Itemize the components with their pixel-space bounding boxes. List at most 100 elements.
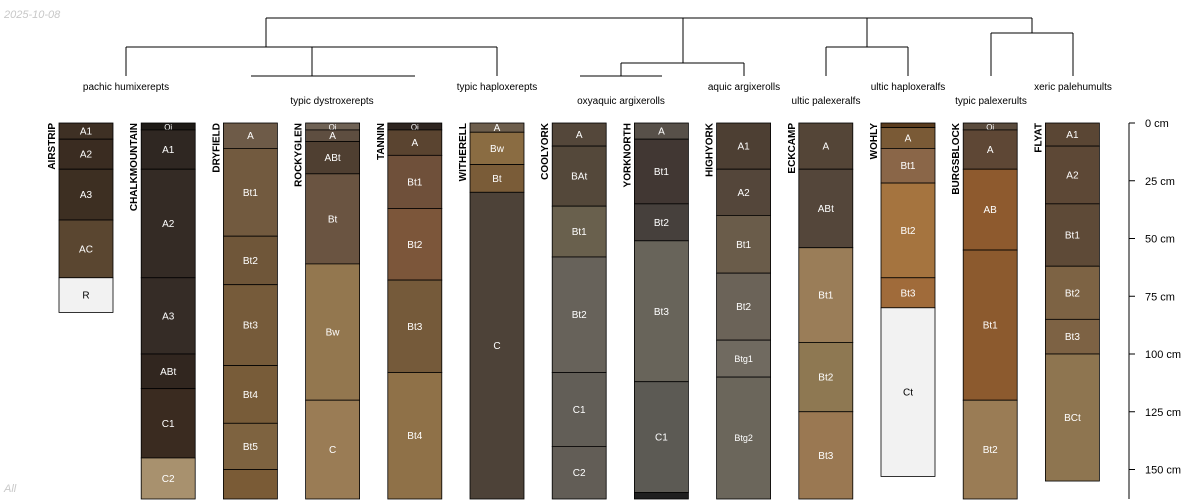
horizon-label: Oi bbox=[164, 123, 172, 132]
profile-name: WITHERELL bbox=[458, 123, 469, 181]
horizon-label: ABt bbox=[325, 153, 341, 164]
horizon-block bbox=[58, 219, 114, 279]
horizon-block bbox=[222, 422, 278, 470]
horizon-label: AC bbox=[79, 244, 93, 255]
taxon-label: typic palexerults bbox=[955, 96, 1027, 107]
horizon-label: A1 bbox=[1066, 130, 1079, 141]
horizon-block bbox=[387, 129, 443, 156]
horizon-label: A bbox=[987, 145, 994, 156]
horizon-label: Bt2 bbox=[572, 310, 587, 321]
horizon-block bbox=[634, 240, 689, 383]
horizon-label: Bt1 bbox=[654, 167, 669, 178]
horizon-block bbox=[140, 277, 196, 355]
soil-profile: A1 A2 Bt1 Bt2 Btg1 Btg2 HIGHYORK bbox=[705, 122, 771, 500]
taxon-label: oxyaquic argixerolls bbox=[577, 96, 665, 107]
horizon-label: C bbox=[329, 445, 336, 456]
horizon-block bbox=[305, 263, 361, 401]
horizon-label: C1 bbox=[162, 419, 175, 430]
horizon-label: Bt1 bbox=[818, 291, 833, 302]
horizon-label: R bbox=[82, 291, 89, 302]
horizon-block bbox=[140, 457, 196, 500]
profile-name: CHALKMOUNTAIN bbox=[129, 123, 140, 211]
horizon-block bbox=[387, 208, 443, 281]
horizon-block bbox=[1045, 265, 1100, 320]
horizon-label: Bt2 bbox=[407, 240, 422, 251]
horizon-label: Oi bbox=[411, 123, 419, 132]
horizon-label: Bt3 bbox=[818, 451, 833, 462]
horizon-label: Bt4 bbox=[407, 431, 422, 442]
profile-name: DRYFIELD bbox=[211, 123, 222, 173]
soil-profile: A BAt Bt1 Bt2 C1 C2 COOLYORK bbox=[540, 122, 607, 500]
horizon-block bbox=[222, 469, 278, 500]
taxon-label: pachic humixerepts bbox=[83, 82, 169, 93]
horizon-label: Bt2 bbox=[983, 445, 998, 456]
horizon-label: Bt2 bbox=[1065, 288, 1080, 299]
horizon-block bbox=[798, 122, 854, 170]
horizon-label: Bt2 bbox=[654, 218, 669, 229]
taxon-label: ultic palexeralfs bbox=[792, 96, 861, 107]
soil-profile: Oi A Bt1 Bt2 Bt3 Bt4 TANNIN bbox=[376, 122, 443, 500]
taxon-label: aquic argixerolls bbox=[708, 82, 780, 93]
soil-profile: Oi A1 A2 A3 ABt C1 C2 CHALKMOUNTAIN bbox=[129, 122, 196, 500]
soil-profile: A Bt1 Bt2 Bt3 Bt4 Bt5 DRYFIELD bbox=[211, 122, 278, 500]
horizon-label: Bt3 bbox=[654, 307, 669, 318]
horizon-label: Oi bbox=[329, 123, 337, 132]
depth-tick-label: 25 cm bbox=[1145, 176, 1175, 188]
horizon-label: A2 bbox=[737, 188, 750, 199]
horizon-label: Btg2 bbox=[734, 433, 753, 443]
horizon-block bbox=[222, 284, 278, 366]
horizon-block bbox=[962, 399, 1018, 500]
horizon-block bbox=[716, 272, 771, 341]
horizon-label: Bt3 bbox=[243, 321, 258, 332]
horizon-label: Bw bbox=[490, 144, 505, 155]
soil-profile: A Bt1 Bt2 Bt3 C1 YORKNORTH bbox=[622, 122, 689, 500]
horizon-block bbox=[140, 168, 196, 279]
horizon-label: Bt1 bbox=[1065, 231, 1080, 242]
soil-profile: A1 A2 Bt1 Bt2 Bt3 BCt FLYAT bbox=[1033, 122, 1100, 482]
horizon-block bbox=[551, 445, 607, 500]
horizon-block bbox=[58, 277, 114, 313]
soil-profile: A ABt Bt1 Bt2 Bt3 ECKCAMP bbox=[787, 122, 854, 500]
profile-name: ECKCAMP bbox=[787, 123, 798, 174]
horizon-label: Bt4 bbox=[243, 390, 258, 401]
soil-profile: Oi A AB Bt1 Bt2 BURGSBLOCK bbox=[951, 122, 1018, 500]
horizon-label: ABt bbox=[160, 367, 176, 378]
horizon-block bbox=[551, 145, 607, 207]
horizon-label: Bt bbox=[328, 214, 338, 225]
horizon-block bbox=[716, 122, 771, 170]
horizon-block bbox=[798, 247, 854, 343]
horizon-label: C2 bbox=[162, 474, 175, 485]
horizon-label: Bt1 bbox=[407, 177, 422, 188]
horizon-block bbox=[222, 365, 278, 424]
profile-name: COOLYORK bbox=[540, 122, 551, 180]
horizon-block bbox=[305, 173, 361, 265]
horizon-block bbox=[1045, 203, 1100, 267]
horizon-label: A bbox=[576, 130, 583, 141]
horizon-block bbox=[222, 235, 278, 286]
profile-name: WOHLY bbox=[869, 123, 880, 160]
horizon-label: Bt1 bbox=[243, 188, 258, 199]
horizon-block bbox=[387, 154, 443, 209]
horizon-block bbox=[140, 388, 196, 459]
taxon-label: typic dystroxerepts bbox=[290, 96, 373, 107]
horizon-label: Bt1 bbox=[900, 161, 915, 172]
horizon-block bbox=[305, 399, 361, 500]
dendrogram bbox=[125, 17, 1074, 77]
horizon-block bbox=[551, 205, 607, 258]
horizon-block bbox=[962, 249, 1018, 401]
horizon-label: A bbox=[329, 131, 336, 142]
horizon-block bbox=[634, 381, 689, 493]
horizon-block bbox=[716, 168, 771, 216]
depth-tick-label: 0 cm bbox=[1145, 118, 1169, 130]
horizon-label: A1 bbox=[162, 145, 175, 156]
taxa-labels: pachic humixerepts typic dystroxerepts t… bbox=[83, 82, 1112, 107]
horizon-label: Bt2 bbox=[243, 256, 258, 267]
taxon-label: xeric palehumults bbox=[1034, 82, 1112, 93]
horizon-label: Bw bbox=[326, 328, 341, 339]
footer-label: All bbox=[3, 483, 17, 495]
horizon-label: C1 bbox=[655, 433, 668, 444]
profile-name: YORKNORTH bbox=[622, 123, 633, 187]
profile-name: ROCKYGLEN bbox=[294, 123, 305, 187]
horizon-block bbox=[716, 214, 771, 274]
